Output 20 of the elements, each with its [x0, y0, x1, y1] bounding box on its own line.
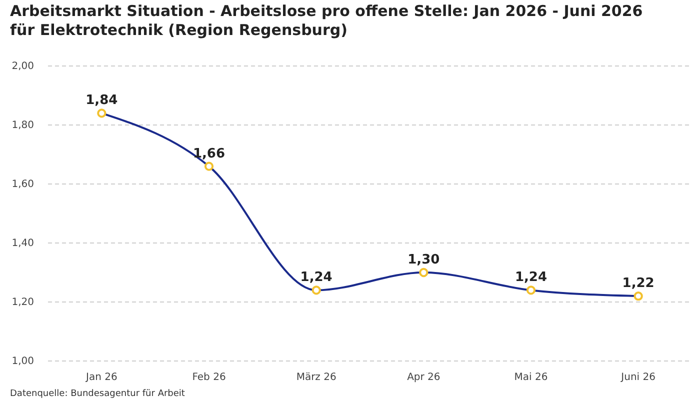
y-tick-label: 1,60	[12, 179, 34, 190]
data-label: 1,24	[300, 270, 332, 286]
data-label: 1,84	[86, 93, 118, 108]
data-label: 1,30	[408, 252, 440, 268]
data-label: 1,24	[514, 270, 548, 286]
y-tick-label: 1,00	[12, 356, 34, 368]
x-tick-label: Juni 26	[620, 372, 656, 384]
chart-title: Arbeitsmarkt Situation - Arbeitslose pro offene Stelle: Jan 2026 - Juni 2026 für Elektrotechnik (Region Regensburg)	[10, 2, 643, 39]
y-tick-label: 1,80	[12, 120, 34, 132]
text: Datenquelle: Bundesagentur für Arbeit	[10, 389, 186, 399]
data-label: 1,22	[622, 276, 654, 292]
y-tick-label: 2,00	[12, 61, 34, 72]
data-label: 1,66	[192, 146, 226, 162]
x-tick-label: Mai 26	[514, 372, 548, 384]
y-tick-label: 1,40	[12, 238, 34, 250]
x-tick-label: Feb 26	[192, 372, 226, 384]
x-tick-label: Apr 26	[407, 372, 440, 384]
x-tick-label: März 26	[296, 372, 336, 384]
y-tick-label: 1,20	[12, 297, 34, 308]
x-tick-label: Jan 26	[85, 372, 118, 384]
